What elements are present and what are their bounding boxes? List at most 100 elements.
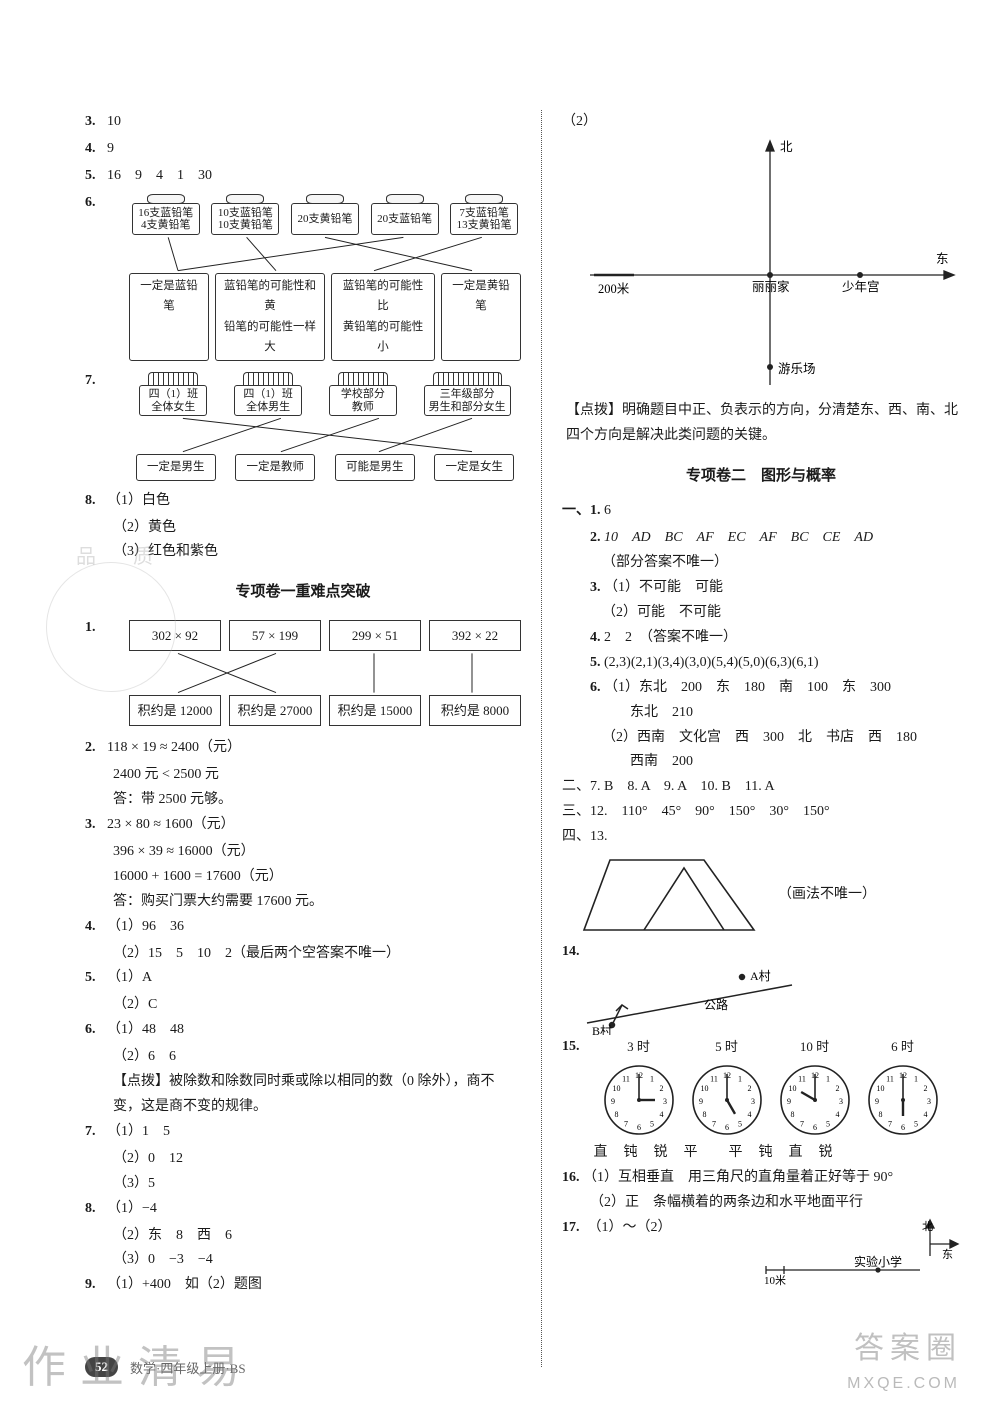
q13-figure: （画法不唯一） — [574, 850, 960, 940]
svg-text:4: 4 — [747, 1110, 751, 1119]
svg-text:6: 6 — [813, 1123, 817, 1132]
q6-bot-2: 蓝铅笔的可能性比黄铅笔的可能性小 — [331, 273, 435, 361]
svg-text:1: 1 — [650, 1075, 654, 1084]
svg-text:9: 9 — [699, 1097, 703, 1106]
list-item: 7.（1）1 5 — [85, 1120, 521, 1145]
right-column: （2） — [562, 110, 960, 1367]
svg-text:6: 6 — [901, 1123, 905, 1132]
svg-text:9: 9 — [875, 1097, 879, 1106]
answer-text: （3）0 −3 −4 — [85, 1248, 521, 1273]
watermark-left: 作业清易 — [22, 1331, 254, 1395]
clock-icon: 123456789101112 — [688, 1061, 766, 1139]
svg-text:东: 东 — [942, 1248, 953, 1261]
q7-bot-1: 一定是教师 — [235, 454, 315, 480]
svg-text:5: 5 — [738, 1120, 742, 1129]
svg-text:1: 1 — [826, 1075, 830, 1084]
answer-text: (2,3)(2,1)(3,4)(3,0)(5,4)(5,0)(6,3)(6,1) — [604, 655, 819, 670]
q6-top-4: 7支蓝铅笔13支黄铅笔 — [450, 203, 518, 235]
answer-text: 直 钝 锐 平 平 钝 直 锐 — [594, 1141, 961, 1166]
svg-text:10: 10 — [700, 1084, 708, 1093]
q7-bot-3: 一定是女生 — [434, 454, 514, 480]
svg-text:2: 2 — [923, 1084, 927, 1093]
svg-text:7: 7 — [800, 1120, 804, 1129]
list-item: 6.（1）48 48 — [85, 1018, 521, 1043]
svg-text:8: 8 — [790, 1110, 794, 1119]
answer-text: 2400 元 < 2500 元 — [85, 763, 521, 788]
clock-header: 6 时 — [891, 1035, 914, 1058]
answer-text: （2）6 6 — [85, 1045, 521, 1070]
q7-top-0: 四（1）班全体女生 — [139, 385, 207, 416]
matching-diagram-p1: 302 × 92 57 × 199 299 × 51 392 × 22 — [129, 620, 521, 726]
svg-text:8: 8 — [702, 1110, 706, 1119]
answer-text: 10 AD BC AF EC AF BC CE AD — [604, 530, 873, 545]
q6-top-3: 20支蓝铅笔 — [371, 203, 439, 235]
answer-text: 16000 + 1600 = 17600（元） — [85, 865, 521, 890]
svg-text:5: 5 — [826, 1120, 830, 1129]
svg-text:4: 4 — [923, 1110, 927, 1119]
svg-text:7: 7 — [712, 1120, 716, 1129]
svg-text:9: 9 — [787, 1097, 791, 1106]
answer-text: （1）+400 如（2）题图 — [107, 1273, 521, 1298]
matching-diagram-q7: 四（1）班全体女生 四（1）班全体男生 学校部分教师 三年级部分男生和部分女生 — [129, 385, 521, 481]
answer-text: （1）48 48 — [107, 1018, 521, 1043]
watermark-right-top: 答案圈 — [854, 1323, 962, 1367]
list-item: 3.23 × 80 ≈ 1600（元） — [85, 813, 521, 838]
answer-text: （2）C — [85, 993, 521, 1018]
q14-figure: A村 B村 公路 — [562, 965, 960, 1035]
list-item: 6. 16支蓝铅笔4支黄铅笔 10支蓝铅笔10支黄铅笔 20支黄铅笔 20支蓝铅… — [85, 191, 521, 367]
answer-text: 2 2 （答案不唯一） — [604, 630, 737, 645]
answer-text: 答：购买门票大约需要 17600 元。 — [85, 890, 521, 915]
svg-text:2: 2 — [835, 1084, 839, 1093]
svg-text:8: 8 — [878, 1110, 882, 1119]
answer-text: （2）黄色 — [85, 516, 521, 541]
svg-text:5: 5 — [914, 1120, 918, 1129]
list-item: 7. 四（1）班全体女生 四（1）班全体男生 学校部分教师 三年级部分男生和部分… — [85, 369, 521, 487]
answer-text: 10 — [107, 110, 521, 135]
p1-bot-1: 积约是 27000 — [229, 695, 321, 726]
answer-text: 396 × 39 ≈ 16000（元） — [85, 840, 521, 865]
list-item: 2.118 × 19 ≈ 2400（元） — [85, 736, 521, 761]
q6-top-0: 16支蓝铅笔4支黄铅笔 — [132, 203, 200, 235]
page: 3.10 4.9 5.16 9 4 1 30 6. 16支蓝铅笔4支黄铅笔 10… — [0, 0, 1000, 1417]
list-item: 一、1. 6 — [562, 499, 960, 524]
svg-text:少年宫: 少年宫 — [842, 279, 880, 294]
clock-header: 10 时 — [800, 1035, 829, 1058]
list-item: 4.9 — [85, 137, 521, 162]
q7-edges — [129, 416, 521, 454]
svg-text:公路: 公路 — [704, 997, 728, 1012]
p1-bot-0: 积约是 12000 — [129, 695, 221, 726]
svg-text:10米: 10米 — [764, 1274, 786, 1286]
answer-text: （部分答案不唯一） — [562, 551, 960, 576]
answer-text: （3）红色和紫色 — [85, 540, 521, 565]
note-text: 【点拨】明确题目中正、负表示的方向，分清楚东、西、南、北四个方向是解决此类问题的… — [562, 399, 960, 449]
q7-bot-0: 一定是男生 — [136, 454, 216, 480]
section-title: 专项卷二 图形与概率 — [562, 463, 960, 490]
p1-top-3: 392 × 22 — [429, 620, 521, 651]
clocks-row: 3 时123456789101112 5 时123456789101112 10… — [600, 1035, 961, 1139]
p1-bot-2: 积约是 15000 — [329, 695, 421, 726]
subquestion-label: （2） — [562, 110, 960, 135]
svg-text:8: 8 — [614, 1110, 618, 1119]
svg-text:200米: 200米 — [598, 282, 630, 296]
list-item: 5.（1）A — [85, 966, 521, 991]
svg-text:7: 7 — [624, 1120, 628, 1129]
svg-text:7: 7 — [888, 1120, 892, 1129]
svg-text:10: 10 — [876, 1084, 884, 1093]
section-label: 四、13. — [562, 825, 960, 850]
left-column: 3.10 4.9 5.16 9 4 1 30 6. 16支蓝铅笔4支黄铅笔 10… — [85, 110, 521, 1367]
q7-top-2: 学校部分教师 — [329, 385, 397, 416]
svg-text:10: 10 — [788, 1084, 796, 1093]
svg-text:1: 1 — [738, 1075, 742, 1084]
svg-text:11: 11 — [622, 1075, 630, 1084]
svg-text:游乐场: 游乐场 — [778, 362, 816, 376]
svg-text:9: 9 — [611, 1097, 615, 1106]
answer-text: （1）1 5 — [107, 1120, 521, 1145]
svg-text:B村: B村 — [592, 1024, 612, 1035]
matching-diagram-q6: 16支蓝铅笔4支黄铅笔 10支蓝铅笔10支黄铅笔 20支黄铅笔 20支蓝铅笔 7… — [129, 203, 521, 361]
p1-top-2: 299 × 51 — [329, 620, 421, 651]
column-divider — [541, 110, 542, 1367]
q7-top-3: 三年级部分男生和部分女生 — [424, 385, 511, 416]
list-item: 8.（1）白色 — [85, 489, 521, 514]
svg-text:3: 3 — [663, 1097, 667, 1106]
svg-text:北: 北 — [780, 140, 793, 154]
